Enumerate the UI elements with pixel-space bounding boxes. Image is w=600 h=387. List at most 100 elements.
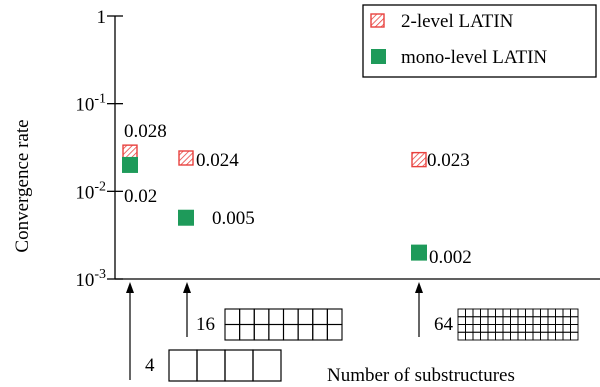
- mesh-cell: [457, 316, 466, 325]
- mesh-grid-4: [168, 349, 282, 382]
- legend: 2-level LATIN mono-level LATIN: [362, 4, 597, 78]
- mesh-cell: [465, 331, 474, 341]
- mesh-cell: [532, 316, 541, 325]
- mesh-cell: [517, 316, 526, 325]
- mesh-cell: [312, 323, 328, 341]
- y-ticks: 1 10-1 10-2 10-3: [75, 7, 123, 291]
- y-tick-label: 1: [97, 7, 107, 28]
- x-axis-label: Number of substructures: [327, 365, 515, 386]
- mesh-cell: [502, 331, 511, 341]
- mesh-cell: [465, 324, 474, 333]
- data-label-2-level: 0.023: [427, 150, 470, 171]
- mesh-cell: [555, 316, 564, 325]
- mesh-cell: [532, 308, 541, 318]
- legend-box: [362, 4, 597, 78]
- mesh-cell: [517, 324, 526, 333]
- legend-swatch-mono-level: [371, 49, 386, 64]
- mesh-cell: [196, 349, 226, 382]
- mesh-cell: [472, 308, 481, 318]
- point-2-level: [178, 150, 194, 166]
- arrow-16-head: [183, 282, 191, 293]
- mesh-cell: [472, 316, 481, 325]
- mesh-cell: [532, 324, 541, 333]
- legend-label-mono-level: mono-level LATIN: [401, 47, 547, 68]
- mesh-cell: [480, 316, 489, 325]
- mesh-cell: [282, 323, 299, 341]
- mesh-cell: [480, 324, 489, 333]
- mesh-cell: [510, 308, 519, 318]
- mesh-cell: [457, 331, 466, 341]
- mesh-cell: [510, 331, 519, 341]
- mesh-cell: [562, 316, 571, 325]
- substructure-arrows: [126, 282, 423, 380]
- mesh-cell: [562, 308, 571, 318]
- mesh-cell: [562, 324, 571, 333]
- mesh-cell: [540, 316, 549, 325]
- mesh-cell: [540, 308, 549, 318]
- mesh-cell: [495, 324, 504, 333]
- mesh-cell: [525, 308, 534, 318]
- mesh-cell: [495, 308, 504, 318]
- mesh-cell: [562, 331, 571, 341]
- mesh-cell: [268, 308, 285, 326]
- legend-label-2-level: 2-level LATIN: [401, 11, 514, 32]
- point-mono-level: [122, 156, 138, 173]
- data-label-mono-level: 0.002: [429, 247, 472, 268]
- mesh-cell: [487, 324, 496, 333]
- data-label-mono-level: 0.005: [212, 208, 255, 229]
- mesh-cell: [570, 324, 579, 333]
- mesh-cell: [547, 316, 556, 325]
- arrow-4-head: [126, 282, 134, 293]
- mesh-cell: [510, 316, 519, 325]
- mesh-cell: [540, 324, 549, 333]
- point-mono-level: [178, 209, 194, 226]
- mesh-cell: [495, 316, 504, 325]
- mesh-cell: [555, 324, 564, 333]
- mesh-cell: [224, 308, 241, 326]
- point-2-level: [411, 151, 427, 168]
- mesh-cell: [480, 331, 489, 341]
- mesh-cell: [253, 323, 270, 341]
- mesh-cell: [570, 316, 579, 325]
- mesh-cell: [168, 349, 198, 382]
- point-mono-level: [411, 244, 427, 261]
- mesh-cell: [465, 308, 474, 318]
- mesh-cell: [525, 331, 534, 341]
- mesh-cell: [457, 308, 466, 318]
- mesh-cell: [570, 331, 579, 341]
- y-tick-label: 10-3: [75, 267, 106, 291]
- mesh-cell: [532, 331, 541, 341]
- mesh-cell: [555, 308, 564, 318]
- mesh-cell: [480, 308, 489, 318]
- mesh-cell: [457, 324, 466, 333]
- mesh-cell: [224, 349, 254, 382]
- mesh-cell: [502, 324, 511, 333]
- mesh-cell: [502, 308, 511, 318]
- data-points: 0.028 0.024 0.023 0.02 0.005 0.002: [122, 121, 472, 268]
- mesh-cell: [510, 324, 519, 333]
- mesh-cell: [487, 331, 496, 341]
- mesh-cell: [517, 308, 526, 318]
- y-axis-label: Convergence rate: [12, 119, 33, 252]
- legend-swatch-2-level: [370, 13, 385, 28]
- mesh-cell: [540, 331, 549, 341]
- mesh-cell: [297, 323, 314, 341]
- mesh-cell: [547, 308, 556, 318]
- mesh-cell: [239, 308, 255, 326]
- y-tick-label: 10-1: [75, 92, 106, 116]
- mesh-cell: [252, 349, 282, 382]
- mesh-cell: [326, 308, 343, 326]
- mesh-cell: [547, 331, 556, 341]
- mesh-cell: [297, 308, 314, 326]
- mesh-cell: [239, 323, 255, 341]
- mesh-cell: [268, 323, 285, 341]
- arrow-64-head: [415, 282, 423, 293]
- data-label-2-level: 0.028: [124, 121, 167, 142]
- mesh-grid-64: [457, 308, 579, 341]
- mesh-cell: [282, 308, 299, 326]
- mesh-cell: [525, 324, 534, 333]
- mesh-cell: [517, 331, 526, 341]
- mesh-cell: [487, 316, 496, 325]
- mesh-cell: [495, 331, 504, 341]
